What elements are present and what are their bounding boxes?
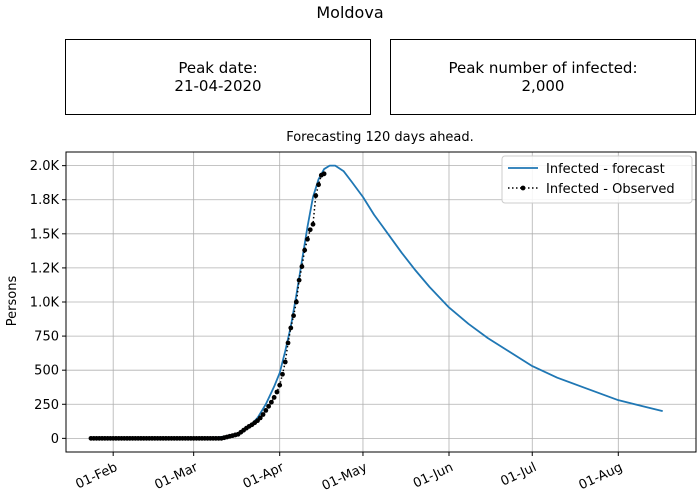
- x-tick-label: 01-Jun: [411, 460, 456, 491]
- observed-point: [271, 395, 277, 400]
- observed-point: [282, 359, 288, 365]
- observed-point: [313, 193, 319, 199]
- forecast-line: [204, 164, 663, 439]
- observed-point: [266, 403, 271, 409]
- observed-point: [280, 371, 285, 377]
- y-tick-label: 1.0K: [30, 296, 60, 311]
- observed-point: [274, 389, 280, 395]
- chart-title: Forecasting 120 days ahead.: [286, 130, 474, 145]
- observed-point: [260, 412, 266, 417]
- y-axis-label: Persons: [5, 276, 20, 327]
- x-tick-label: 01-Feb: [73, 460, 119, 492]
- observed-point: [257, 415, 263, 421]
- x-tick-label: 01-Aug: [577, 460, 625, 493]
- y-tick-label: 750: [34, 330, 59, 345]
- y-tick-label: 500: [34, 364, 59, 379]
- peak-infected-label: Peak number of infected:: [448, 59, 638, 77]
- legend-observed-marker: [520, 185, 526, 191]
- peak-date-label: Peak date:: [178, 59, 258, 77]
- observed-point: [305, 236, 310, 242]
- legend-forecast-label: Infected - forecast: [546, 162, 665, 177]
- y-tick-label: 250: [34, 398, 59, 413]
- observed-point: [321, 171, 327, 177]
- peak-infected-value: 2,000: [521, 77, 565, 95]
- observed-point: [293, 299, 299, 305]
- observed-point: [288, 325, 294, 331]
- figure-title: Moldova: [316, 3, 384, 22]
- y-tick-label: 0: [51, 432, 59, 447]
- x-tick-label: 01-Apr: [241, 460, 287, 492]
- observed-point: [316, 182, 321, 188]
- observed-line: [90, 173, 325, 440]
- peak-date-card: Peak date: 21-04-2020: [65, 39, 371, 115]
- observed-point: [310, 221, 316, 227]
- legend-box: [501, 155, 693, 204]
- y-tick-label: 1.8K: [30, 193, 60, 208]
- y-tick-label: 1.2K: [30, 261, 60, 276]
- peak-infected-card: Peak number of infected: 2,000: [390, 39, 696, 115]
- x-tick-label: 01-Jul: [498, 460, 538, 490]
- observed-point: [291, 313, 296, 319]
- y-tick-label: 1.5K: [30, 227, 60, 242]
- legend-observed-label: Infected - Observed: [546, 182, 675, 197]
- observed-point: [299, 264, 305, 269]
- x-tick-label: 01-Mar: [153, 460, 201, 493]
- observed-point: [296, 277, 302, 283]
- observed-point: [268, 399, 274, 405]
- observed-point: [277, 382, 283, 388]
- observed-point: [285, 340, 291, 346]
- peak-date-value: 21-04-2020: [174, 77, 262, 95]
- observed-point: [302, 247, 308, 253]
- observed-point: [307, 227, 313, 233]
- observed-point: [263, 408, 269, 413]
- x-tick-label: 01-May: [320, 460, 370, 494]
- y-tick-label: 2.0K: [30, 159, 60, 174]
